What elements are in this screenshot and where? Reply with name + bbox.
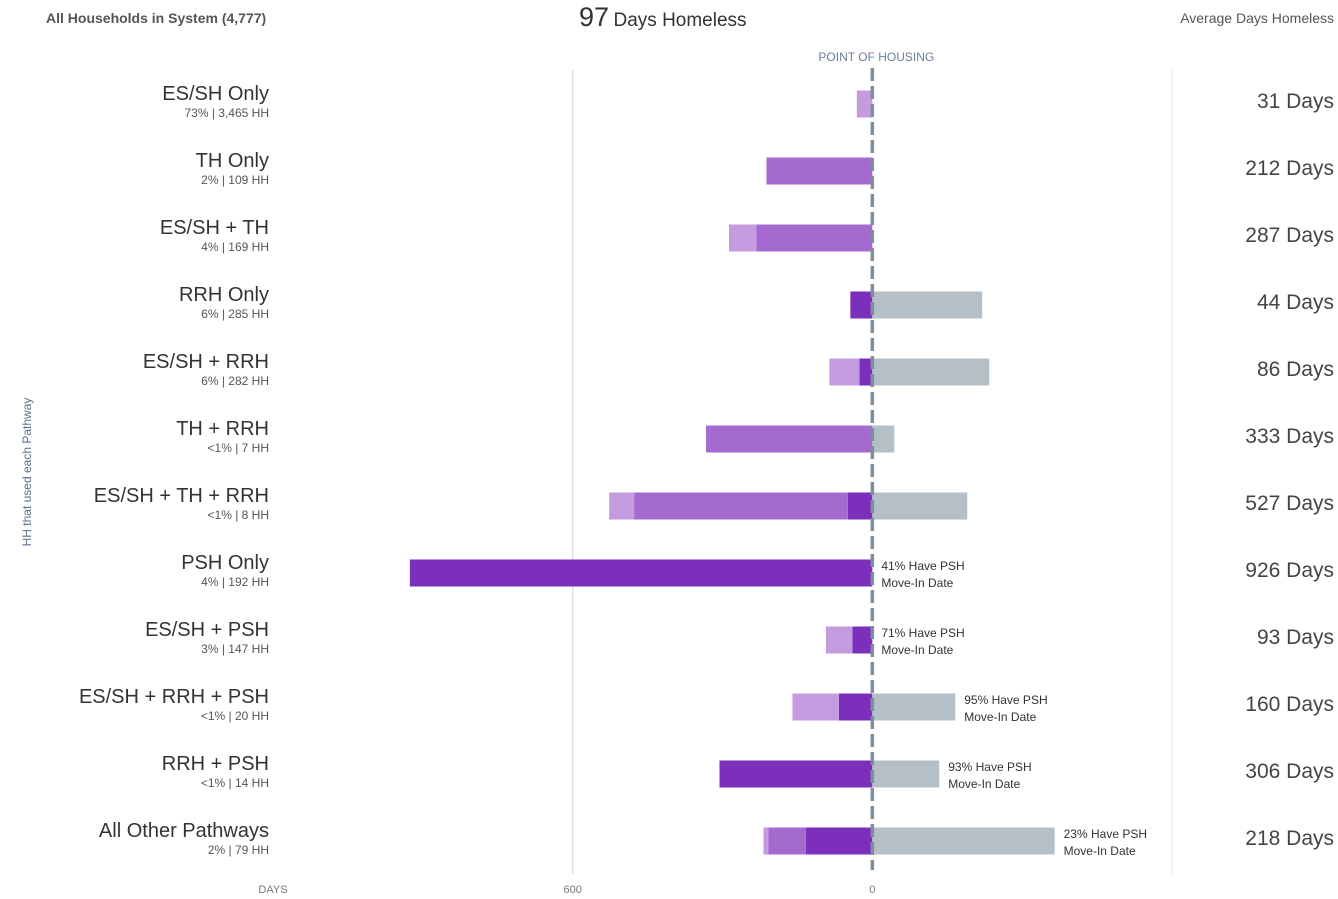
before-housing-bar-mid <box>634 492 848 520</box>
x-tick-label: 0 <box>869 884 875 896</box>
average-days-value: 44 Days <box>1256 291 1334 314</box>
point-of-housing-label: POINT OF HOUSING <box>818 50 934 64</box>
average-days-value: 160 Days <box>1245 693 1334 716</box>
pathway-label: ES/SH + TH + RRH <1% | 8 HH <box>94 485 269 523</box>
pathway-label: ES/SH + RRH 6% | 282 HH <box>143 351 269 389</box>
pathway-share: 4% | 192 HH <box>201 575 269 589</box>
pathway-label: All Other Pathways 2% | 79 HH <box>99 820 269 858</box>
population-label: All Households in System (4,777) <box>46 10 267 26</box>
before-housing-bar-dark <box>719 760 873 788</box>
psh-note-text: 71% Have PSH <box>881 626 964 640</box>
before-housing-bar-mid <box>766 157 873 185</box>
average-days-value: 287 Days <box>1245 224 1334 247</box>
avg-column-header: Average Days Homeless <box>1180 10 1334 26</box>
average-days-value: 333 Days <box>1245 425 1334 448</box>
pathway-label: ES/SH + TH 4% | 169 HH <box>160 217 269 255</box>
pathway-share: <1% | 14 HH <box>200 776 269 790</box>
headline-label: Days Homeless <box>613 10 747 31</box>
psh-note-text: Move-In Date <box>1064 844 1136 858</box>
pathway-share: <1% | 8 HH <box>207 508 269 522</box>
psh-note-text: Move-In Date <box>964 710 1036 724</box>
psh-note-text: 23% Have PSH <box>1064 827 1147 841</box>
average-days-value: 31 Days <box>1256 90 1334 113</box>
psh-note-text: 41% Have PSH <box>881 559 964 573</box>
x-tick-label: 600 <box>563 884 581 896</box>
psh-note-text: 95% Have PSH <box>964 693 1047 707</box>
before-housing-bar-mid <box>768 827 806 855</box>
pathway-name: ES/SH + TH + RRH <box>93 485 269 507</box>
pathway-share: 6% | 282 HH <box>201 374 269 388</box>
before-housing-bar-light <box>792 693 839 721</box>
before-housing-bar-mid <box>706 425 873 453</box>
before-housing-bar-light <box>763 827 769 855</box>
headline-value: 97 <box>579 2 610 32</box>
after-housing-bar <box>872 492 968 520</box>
psh-note-text: Move-In Date <box>881 643 953 657</box>
psh-note-text: 93% Have PSH <box>948 760 1031 774</box>
x-axis-label: DAYS <box>258 884 287 896</box>
after-housing-bar <box>872 425 895 453</box>
average-days-value: 527 Days <box>1245 492 1334 515</box>
average-days-value: 212 Days <box>1245 157 1334 180</box>
before-housing-bar-dark <box>847 492 873 520</box>
pathway-label: RRH Only 6% | 285 HH <box>179 284 269 322</box>
pathway-label: TH Only 2% | 109 HH <box>196 150 269 188</box>
before-housing-bar-mid <box>756 224 873 252</box>
before-housing-bar-light <box>728 224 757 252</box>
pathway-share: 6% | 285 HH <box>201 307 269 321</box>
pathway-label: ES/SH + PSH 3% | 147 HH <box>145 619 269 657</box>
pathway-name: RRH Only <box>178 284 269 306</box>
pathway-label: RRH + PSH <1% | 14 HH <box>162 753 269 791</box>
before-housing-bar-light <box>829 358 860 386</box>
before-housing-bar-light <box>825 626 853 654</box>
pathway-name: ES/SH + RRH + PSH <box>78 686 269 708</box>
after-housing-bar <box>872 358 990 386</box>
pathway-label: ES/SH Only 73% | 3,465 HH <box>162 83 269 121</box>
pathway-share: <1% | 7 HH <box>207 441 269 455</box>
after-housing-bar <box>872 760 940 788</box>
average-days-value: 218 Days <box>1245 827 1334 850</box>
before-housing-bar-dark <box>852 626 873 654</box>
before-housing-bar-dark <box>859 358 873 386</box>
average-days-value: 306 Days <box>1245 760 1334 783</box>
pathway-name: ES/SH Only <box>162 83 269 105</box>
after-housing-bar <box>872 693 956 721</box>
pathway-label: TH + RRH <1% | 7 HH <box>176 418 269 456</box>
pathway-name: RRH + PSH <box>161 753 269 775</box>
pathway-name: TH Only <box>195 150 269 172</box>
before-housing-bar-light <box>609 492 635 520</box>
pathway-share: 2% | 109 HH <box>201 173 269 187</box>
psh-note-text: Move-In Date <box>881 576 953 590</box>
pathway-share: 3% | 147 HH <box>201 642 269 656</box>
average-days-value: 86 Days <box>1256 358 1334 381</box>
headline-metric: 97 Days Homeless <box>579 2 747 33</box>
before-housing-bar-dark <box>838 693 873 721</box>
pathway-name: ES/SH + TH <box>159 217 269 239</box>
average-days-value: 926 Days <box>1245 559 1334 582</box>
pathway-label: PSH Only 4% | 192 HH <box>181 552 269 590</box>
average-days-value: 93 Days <box>1256 626 1334 649</box>
before-housing-bar-light <box>856 90 873 118</box>
pathway-name: ES/SH + PSH <box>145 619 269 641</box>
pathway-name: TH + RRH <box>176 418 269 440</box>
before-housing-bar-dark <box>850 291 873 319</box>
pathway-label: ES/SH + RRH + PSH <1% | 20 HH <box>79 686 269 724</box>
psh-note-text: Move-In Date <box>948 777 1020 791</box>
after-housing-bar <box>872 827 1055 855</box>
pathway-share: 4% | 169 HH <box>201 240 269 254</box>
pathway-name: All Other Pathways <box>98 820 269 842</box>
pathway-share: 2% | 79 HH <box>207 843 269 857</box>
pathway-share: 73% | 3,465 HH <box>184 106 270 120</box>
pathway-name: PSH Only <box>181 552 269 574</box>
before-housing-bar-dark <box>805 827 873 855</box>
before-housing-bar-dark <box>409 559 873 587</box>
pathway-name: ES/SH + RRH <box>142 351 269 373</box>
pathway-share: <1% | 20 HH <box>200 709 269 723</box>
after-housing-bar <box>872 291 983 319</box>
